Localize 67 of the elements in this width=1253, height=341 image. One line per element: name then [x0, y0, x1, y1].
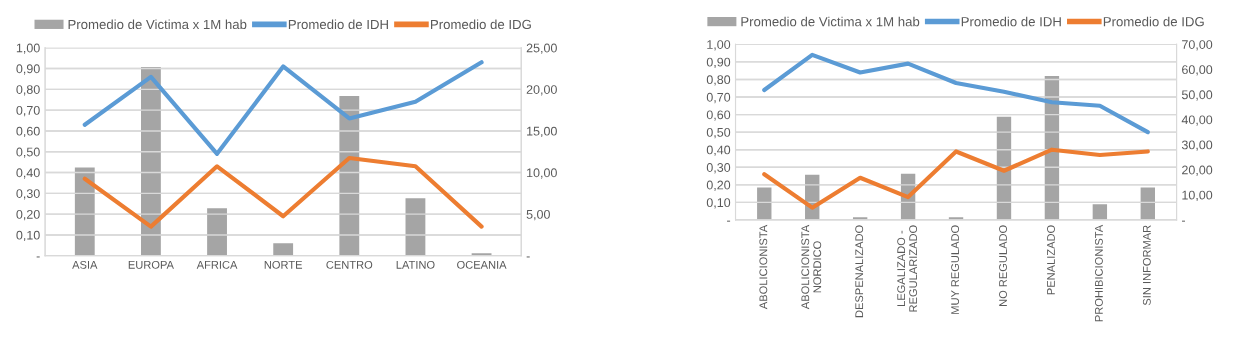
x-tick-label: LEGALIZADO - REGULARIZADO: [897, 225, 918, 312]
y-tick-label: -: [36, 256, 40, 258]
y2-tick-label: 15,00: [527, 126, 557, 138]
y2-tick-label: 40,00: [1181, 115, 1213, 126]
x-tick-label: AFRICA: [196, 260, 238, 269]
x-tick-label: ABOLICIONISTA NORDICO: [801, 224, 822, 310]
y2-tick-label: 5,00: [526, 209, 550, 221]
line-series: [762, 52, 1150, 135]
x-tick-label: LATINO: [396, 260, 435, 269]
y2-tick-label: -: [1181, 220, 1186, 222]
y-tick-label: 0,80: [16, 85, 40, 96]
y-tick-label: 0,30: [16, 189, 40, 200]
x-tick-label: NORTE: [264, 260, 303, 269]
y2-tick-label: 60,00: [1182, 65, 1213, 76]
legend-label: Promedio de Victima x 1M hab: [741, 16, 920, 27]
y2-tick-label: 20,00: [526, 85, 557, 96]
y-tick-label: 0,50: [706, 127, 731, 139]
x-tick-label: OCEANIA: [457, 260, 507, 269]
y-tick-label: 0,10: [706, 198, 731, 209]
legend-label: Promedio de IDG: [1103, 16, 1204, 27]
line-series: [82, 60, 484, 156]
x-tick-label: SIN INFORMAR: [1142, 225, 1151, 306]
bar: [1092, 204, 1108, 220]
y2-tick-label: 30,00: [1181, 140, 1213, 151]
y-tick-label: 0,30: [706, 163, 731, 174]
y-tick-label: 0,40: [16, 168, 40, 179]
y-tick-label: 0,60: [16, 126, 40, 138]
x-tick-label: PENALIZADO: [1047, 225, 1055, 295]
x-tick-label: MUY REGULADO: [951, 225, 960, 314]
x-tick-label: DESPENALIZADO: [855, 225, 864, 318]
y-tick-label: 1,00: [16, 43, 40, 54]
y2-tick-label: 10,00: [527, 168, 557, 179]
y-tick-label: 0,70: [706, 92, 731, 104]
y-tick-label: 0,70: [16, 105, 40, 117]
y2-tick-label: 25,00: [526, 43, 557, 54]
x-tick-label: ASIA: [72, 260, 98, 269]
y2-tick-label: 20,00: [1182, 165, 1213, 176]
legend-label: Promedio de IDH: [288, 19, 388, 30]
y-tick-label: 0,90: [16, 64, 40, 75]
y-tick-label: 0,20: [706, 180, 731, 191]
y-tick-label: 0,50: [16, 147, 40, 158]
y-tick-label: 0,10: [16, 230, 40, 242]
bar: [273, 243, 294, 256]
y-tick-label: -: [727, 220, 731, 222]
y2-tick-label: 10,00: [1182, 190, 1213, 201]
x-tick-label: ABOLICIONISTA: [759, 224, 768, 310]
line-series: [82, 155, 484, 229]
legend-label: Promedio de Victima x 1M hab: [68, 19, 247, 30]
bar: [207, 208, 227, 256]
bar: [1140, 187, 1155, 220]
y-tick-label: 0,80: [706, 75, 731, 86]
y2-tick-label: 50,00: [1181, 90, 1213, 101]
y-tick-label: 0,40: [706, 145, 731, 156]
y2-tick-label: 70,00: [1182, 40, 1213, 51]
y-tick-label: 0,60: [706, 110, 731, 121]
y-tick-label: 0,90: [706, 57, 731, 69]
legend-label: Promedio de IDH: [961, 16, 1061, 27]
bar: [757, 187, 772, 220]
x-tick-label: NO REGULADO: [999, 225, 1007, 307]
x-tick-label: PROHIBICIONISTA: [1094, 224, 1103, 322]
y2-tick-label: -: [526, 256, 530, 258]
line-series: [762, 147, 1150, 210]
y-tick-label: 1,00: [707, 40, 731, 51]
x-tick-label: EUROPA: [128, 260, 174, 269]
y-tick-label: 0,20: [16, 209, 40, 221]
x-tick-label: CENTRO: [326, 260, 373, 269]
legend-label: Promedio de IDG: [431, 19, 531, 30]
